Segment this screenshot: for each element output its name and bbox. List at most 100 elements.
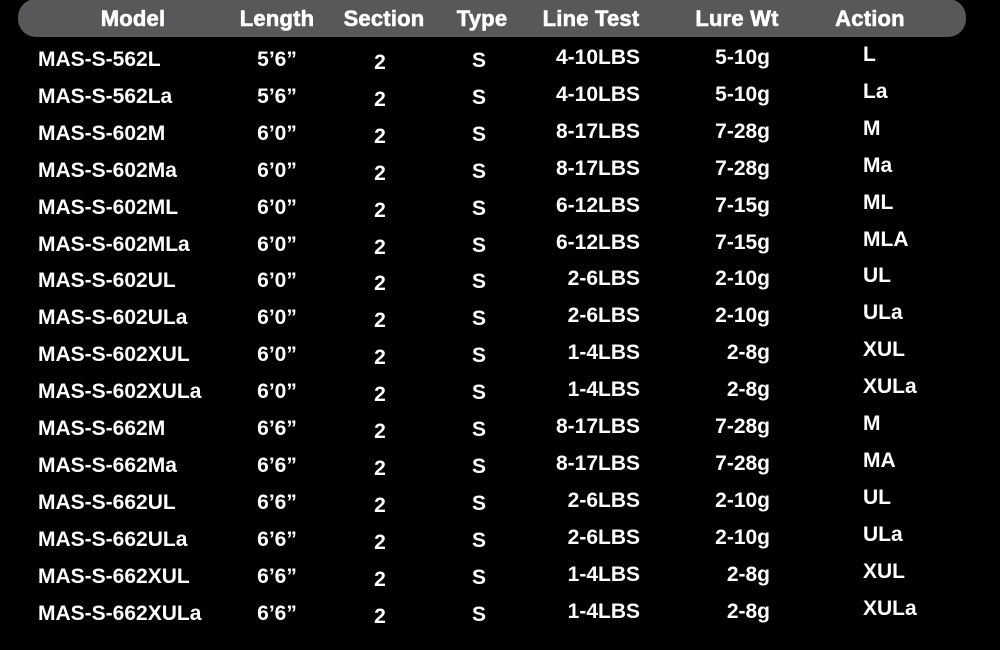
cell-model: MAS-S-602XUL bbox=[38, 343, 190, 367]
cell-model: MAS-S-602Ma bbox=[38, 158, 177, 182]
cell-model: MAS-S-602XULa bbox=[38, 380, 202, 404]
cell-model: MAS-S-662UL bbox=[38, 490, 176, 514]
cell-lure-wt: 7-15g bbox=[715, 230, 770, 254]
cell-action: MLA bbox=[863, 227, 909, 251]
cell-action: ML bbox=[863, 190, 894, 214]
column-header-length: Length bbox=[239, 6, 315, 32]
cell-lure-wt: 7-28g bbox=[715, 156, 770, 180]
cell-section: 2 bbox=[374, 235, 386, 259]
column-header-action: Action bbox=[835, 6, 905, 32]
cell-section: 2 bbox=[374, 198, 386, 222]
cell-lure-wt: 2-8g bbox=[726, 378, 770, 402]
column-header-lure-wt: Lure Wt bbox=[695, 6, 779, 32]
cell-section: 2 bbox=[374, 530, 386, 554]
cell-length: 6’6” bbox=[257, 490, 297, 514]
cell-action: UL bbox=[863, 485, 891, 509]
cell-section: 2 bbox=[374, 383, 386, 407]
cell-action: MA bbox=[863, 448, 896, 472]
cell-model: MAS-S-602ML bbox=[38, 195, 179, 219]
cell-length: 6’0” bbox=[257, 121, 297, 145]
cell-lure-wt: 7-15g bbox=[715, 193, 770, 217]
cell-action: M bbox=[863, 116, 881, 140]
cell-model: MAS-S-662Ma bbox=[38, 453, 177, 477]
cell-type: S bbox=[471, 528, 487, 552]
table-header-bar bbox=[18, 0, 966, 37]
cell-action: L bbox=[863, 43, 876, 66]
cell-action: XULa bbox=[863, 375, 917, 399]
cell-model: MAS-S-662M bbox=[38, 417, 166, 440]
cell-length: 6’6” bbox=[257, 564, 297, 588]
cell-section: 2 bbox=[374, 309, 386, 333]
cell-model: MAS-S-602ULa bbox=[38, 306, 188, 330]
cell-lure-wt: 2-10g bbox=[715, 267, 770, 291]
cell-action: XUL bbox=[863, 559, 905, 583]
cell-action: ULa bbox=[863, 301, 903, 325]
cell-lure-wt: 2-8g bbox=[726, 599, 770, 623]
column-header-model: Model bbox=[100, 6, 166, 32]
cell-type: S bbox=[471, 381, 487, 405]
cell-type: S bbox=[471, 196, 487, 220]
cell-type: S bbox=[471, 454, 487, 478]
cell-type: S bbox=[471, 85, 487, 109]
cell-section: 2 bbox=[374, 51, 386, 74]
cell-type: S bbox=[471, 233, 487, 257]
cell-lure-wt: 2-8g bbox=[726, 341, 770, 365]
cell-section: 2 bbox=[374, 272, 386, 296]
cell-model: MAS-S-562L bbox=[38, 48, 161, 71]
cell-length: 6’6” bbox=[257, 527, 297, 551]
cell-line-test: 1-4LBS bbox=[567, 599, 640, 623]
column-header-section: Section bbox=[343, 6, 425, 32]
cell-lure-wt: 2-8g bbox=[726, 562, 770, 586]
cell-section: 2 bbox=[374, 124, 386, 148]
cell-section: 2 bbox=[374, 567, 386, 591]
cell-length: 6’0” bbox=[257, 380, 297, 404]
cell-type: S bbox=[471, 418, 487, 441]
cell-action: La bbox=[863, 79, 888, 103]
cell-line-test: 2-6LBS bbox=[567, 525, 640, 549]
cell-lure-wt: 2-10g bbox=[715, 525, 770, 549]
cell-line-test: 8-17LBS bbox=[555, 415, 640, 438]
cell-type: S bbox=[471, 270, 487, 294]
cell-model: MAS-S-602MLa bbox=[38, 232, 190, 256]
cell-action: XUL bbox=[863, 338, 905, 362]
cell-section: 2 bbox=[374, 456, 386, 480]
column-header-line-test: Line Test bbox=[542, 6, 640, 32]
cell-line-test: 1-4LBS bbox=[567, 562, 640, 586]
cell-action: M bbox=[863, 412, 881, 435]
cell-length: 6’0” bbox=[257, 158, 297, 182]
cell-lure-wt: 5-10g bbox=[715, 46, 770, 69]
cell-length: 6’0” bbox=[257, 343, 297, 367]
cell-type: S bbox=[471, 491, 487, 515]
cell-lure-wt: 2-10g bbox=[715, 488, 770, 512]
cell-model: MAS-S-662ULa bbox=[38, 527, 188, 551]
cell-length: 6’6” bbox=[257, 453, 297, 477]
cell-action: Ma bbox=[863, 153, 893, 177]
cell-line-test: 8-17LBS bbox=[555, 451, 640, 475]
cell-length: 6’0” bbox=[257, 269, 297, 293]
cell-line-test: 6-12LBS bbox=[555, 193, 640, 217]
cell-action: ULa bbox=[863, 522, 903, 546]
cell-type: S bbox=[471, 307, 487, 331]
cell-length: 5’6” bbox=[257, 84, 297, 108]
cell-line-test: 8-17LBS bbox=[555, 119, 640, 143]
cell-lure-wt: 2-10g bbox=[715, 304, 770, 328]
cell-length: 6’0” bbox=[257, 232, 297, 256]
cell-lure-wt: 7-28g bbox=[715, 415, 770, 438]
cell-model: MAS-S-662XULa bbox=[38, 601, 202, 625]
cell-line-test: 2-6LBS bbox=[567, 488, 640, 512]
cell-model: MAS-S-602UL bbox=[38, 269, 176, 293]
cell-length: 6’0” bbox=[257, 306, 297, 330]
cell-section: 2 bbox=[374, 493, 386, 517]
cell-section: 2 bbox=[374, 604, 386, 628]
cell-section: 2 bbox=[374, 161, 386, 185]
cell-type: S bbox=[471, 49, 487, 72]
cell-lure-wt: 5-10g bbox=[715, 82, 770, 106]
cell-length: 5’6” bbox=[257, 48, 297, 71]
cell-type: S bbox=[471, 602, 487, 626]
cell-action: XULa bbox=[863, 596, 917, 620]
cell-line-test: 2-6LBS bbox=[567, 267, 640, 291]
cell-line-test: 2-6LBS bbox=[567, 304, 640, 328]
cell-line-test: 4-10LBS bbox=[555, 46, 640, 69]
cell-line-test: 6-12LBS bbox=[555, 230, 640, 254]
cell-length: 6’6” bbox=[257, 601, 297, 625]
